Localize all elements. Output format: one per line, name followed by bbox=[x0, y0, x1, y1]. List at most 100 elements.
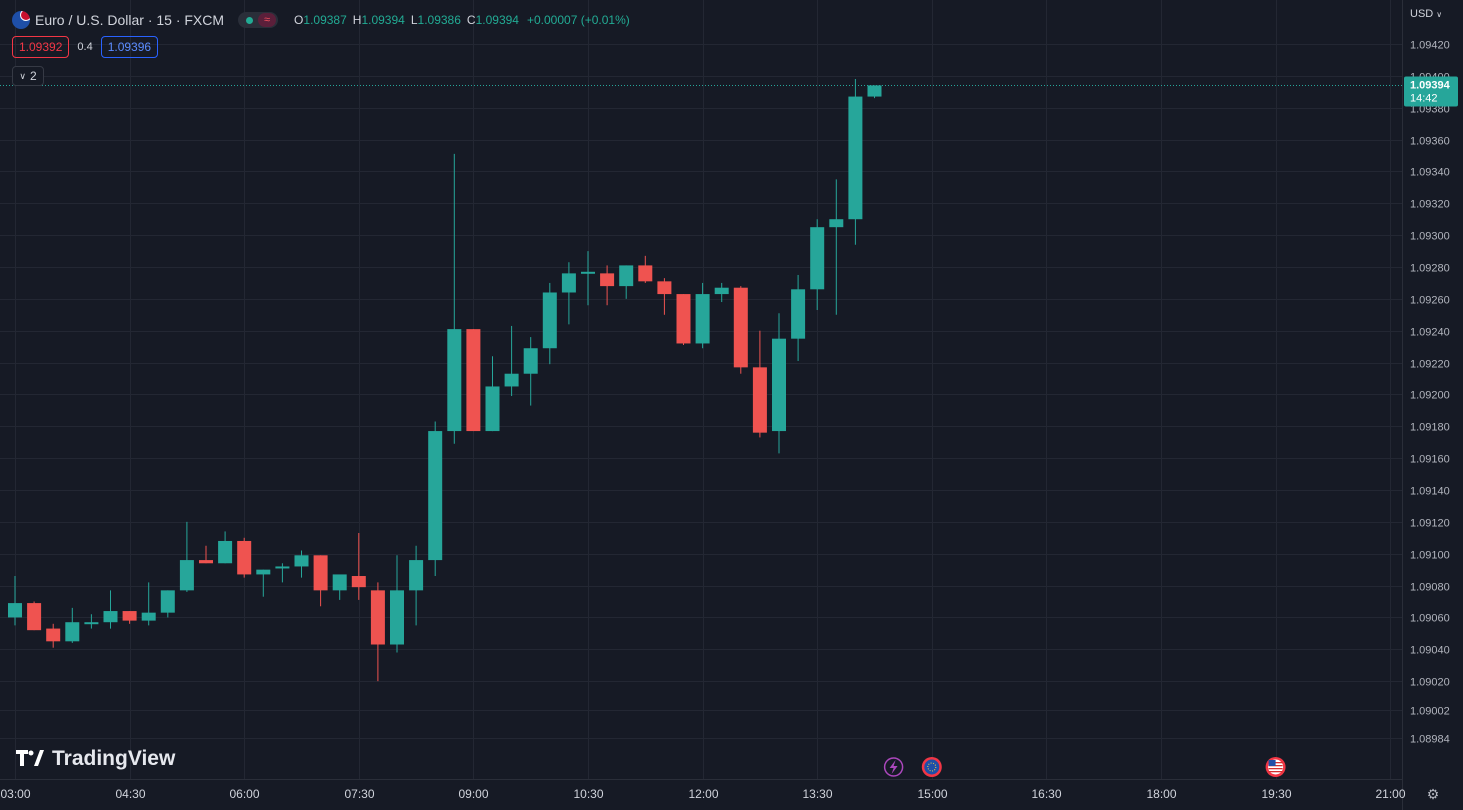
candle[interactable] bbox=[275, 563, 290, 583]
candle[interactable] bbox=[466, 329, 481, 432]
candle[interactable] bbox=[27, 601, 42, 631]
candle-body bbox=[428, 431, 443, 561]
candle-body bbox=[409, 560, 424, 591]
candle[interactable] bbox=[542, 282, 557, 365]
price-tick-label: 1.09420 bbox=[1410, 40, 1450, 52]
candle[interactable] bbox=[141, 582, 156, 626]
candle[interactable] bbox=[160, 590, 175, 618]
time-tick-label: 15:00 bbox=[917, 787, 947, 801]
price-tick-label: 1.09020 bbox=[1410, 677, 1450, 689]
last-price-label-box bbox=[1404, 76, 1458, 107]
market-status-pill[interactable]: ≈ bbox=[238, 12, 279, 28]
candle-body bbox=[542, 292, 557, 349]
candle[interactable] bbox=[237, 537, 252, 578]
low-value: 1.09386 bbox=[417, 13, 461, 27]
candle[interactable] bbox=[657, 278, 672, 315]
wave-icon: ≈ bbox=[258, 13, 277, 27]
candle[interactable] bbox=[695, 282, 710, 349]
lightning-event-icon[interactable] bbox=[883, 757, 904, 777]
candle[interactable] bbox=[256, 569, 271, 597]
candle[interactable] bbox=[84, 614, 99, 629]
ohlc-readout: O1.09387 H1.09394 L1.09386 C1.09394 +0.0… bbox=[294, 13, 630, 27]
candle[interactable] bbox=[733, 286, 748, 374]
candle[interactable] bbox=[791, 274, 806, 361]
time-tick-label: 12:00 bbox=[688, 787, 718, 801]
candle[interactable] bbox=[351, 533, 366, 600]
candle[interactable] bbox=[523, 337, 538, 406]
candle-body bbox=[581, 271, 595, 274]
candle[interactable] bbox=[504, 325, 519, 397]
candle[interactable] bbox=[332, 574, 347, 600]
tradingview-logo[interactable]: TradingView bbox=[16, 746, 175, 772]
candle[interactable] bbox=[810, 219, 825, 311]
tradingview-wordmark: TradingView bbox=[52, 747, 176, 770]
candle[interactable] bbox=[103, 590, 118, 629]
candle-body bbox=[695, 294, 710, 344]
candle[interactable] bbox=[867, 85, 882, 99]
sell-button[interactable]: 1.09392 bbox=[12, 36, 70, 58]
last-price-value: 1.09394 bbox=[1410, 80, 1451, 92]
candle[interactable] bbox=[370, 582, 385, 682]
eur-usd-flag-icon bbox=[12, 11, 30, 29]
candle[interactable] bbox=[428, 421, 443, 577]
price-axis[interactable]: 1.094201.094001.093801.093601.093401.093… bbox=[1410, 40, 1450, 746]
candle[interactable] bbox=[409, 545, 424, 626]
candle[interactable] bbox=[485, 356, 500, 432]
candle-body bbox=[466, 329, 481, 432]
candle[interactable] bbox=[122, 611, 137, 624]
candle-body bbox=[810, 227, 825, 290]
candle[interactable] bbox=[46, 623, 61, 648]
candle-body bbox=[829, 219, 844, 228]
candle[interactable] bbox=[199, 545, 213, 564]
candle[interactable] bbox=[600, 265, 615, 306]
indicators-toggle-button[interactable]: ∨ 2 bbox=[12, 66, 44, 86]
time-tick-label: 16:30 bbox=[1031, 787, 1061, 801]
time-tick-label: 18:00 bbox=[1146, 787, 1176, 801]
candle-body bbox=[218, 540, 233, 564]
time-tick-label: 07:30 bbox=[344, 787, 374, 801]
candle-body bbox=[638, 265, 653, 282]
us-flag-event-icon[interactable] bbox=[1265, 757, 1286, 777]
candle[interactable] bbox=[447, 153, 462, 444]
candle[interactable] bbox=[714, 282, 729, 303]
price-tick-label: 1.09220 bbox=[1410, 359, 1450, 371]
symbol-header: Euro / U.S. Dollar · 15 · FXCM ≈ O1.0938… bbox=[12, 10, 630, 30]
candle-body bbox=[772, 338, 786, 432]
candle-body bbox=[160, 590, 175, 613]
market-open-dot-icon bbox=[246, 16, 254, 24]
candle[interactable] bbox=[390, 555, 404, 653]
price-tick-label: 1.09200 bbox=[1410, 390, 1450, 402]
candle[interactable] bbox=[581, 251, 595, 306]
event-markers[interactable] bbox=[883, 757, 1286, 777]
candle[interactable] bbox=[65, 607, 80, 643]
time-tick-label: 21:00 bbox=[1375, 787, 1405, 801]
eu-flag-event-icon[interactable] bbox=[921, 757, 942, 777]
candle[interactable] bbox=[561, 262, 576, 325]
candle[interactable] bbox=[218, 531, 233, 564]
candle[interactable] bbox=[179, 521, 194, 592]
candle-body bbox=[256, 569, 271, 575]
candle[interactable] bbox=[752, 330, 767, 438]
candle[interactable] bbox=[829, 179, 844, 315]
currency-selector[interactable]: USD ∨ bbox=[1410, 8, 1442, 20]
candle[interactable] bbox=[619, 265, 634, 299]
candle[interactable] bbox=[848, 79, 863, 245]
symbol-title[interactable]: Euro / U.S. Dollar · 15 · FXCM bbox=[35, 12, 225, 28]
candle[interactable] bbox=[8, 576, 22, 626]
candle[interactable] bbox=[294, 550, 309, 578]
candle[interactable] bbox=[772, 313, 786, 454]
price-tick-label: 1.09300 bbox=[1410, 231, 1450, 243]
indicators-count: 2 bbox=[29, 69, 37, 83]
candle-body bbox=[332, 574, 347, 591]
candle[interactable] bbox=[638, 255, 653, 283]
price-tick-label: 1.09120 bbox=[1410, 518, 1450, 530]
price-tick-label: 1.09040 bbox=[1410, 645, 1450, 657]
candle[interactable] bbox=[676, 294, 691, 346]
candle[interactable] bbox=[313, 555, 328, 607]
time-tick-label: 06:00 bbox=[229, 787, 259, 801]
gear-icon[interactable]: ⚙ bbox=[1426, 786, 1440, 802]
buy-button[interactable]: 1.09396 bbox=[100, 36, 159, 58]
time-axis[interactable]: 03:00 04:30 06:00 07:30 09:00 10:30 12:00 13:30… bbox=[0, 787, 1405, 801]
